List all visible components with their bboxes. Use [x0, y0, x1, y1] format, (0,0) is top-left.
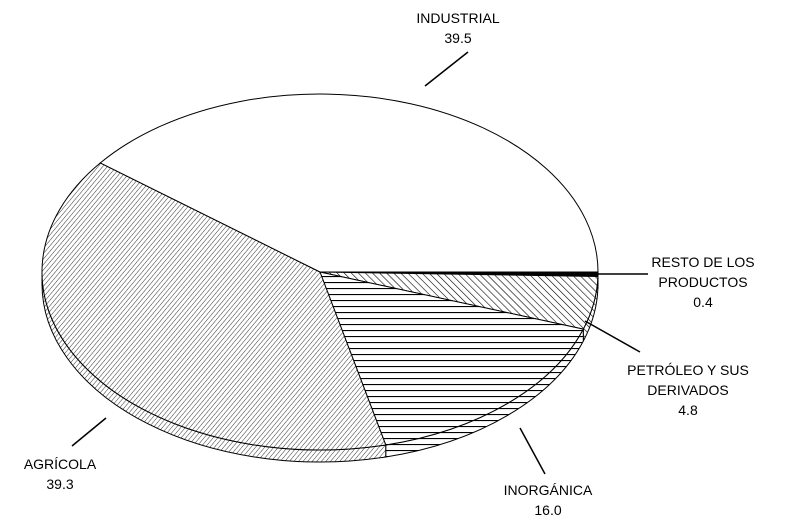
slice-label: INORGÁNICA 16.0 [488, 480, 608, 520]
leader-line [71, 417, 107, 447]
pie-slice [319, 271, 585, 446]
slice-label: RESTO DE LOS PRODUCTOS 0.4 [643, 252, 763, 312]
value-label: 4.8 [678, 402, 698, 418]
leader-line [424, 51, 469, 87]
leader-lines [71, 51, 648, 475]
leader-line [519, 427, 546, 475]
category-label: INORGÁNICA [503, 482, 593, 498]
pie-tops [41, 93, 599, 451]
category-label: INDUSTRIAL [416, 10, 500, 26]
value-label: 39.5 [444, 30, 472, 46]
category-label: PETRÓLEO Y SUS DERIVADOS [627, 362, 749, 398]
pie-slice [99, 93, 599, 273]
pie-slice [41, 162, 387, 451]
value-label: 39.3 [46, 476, 74, 492]
category-label: AGRÍCOLA [23, 456, 97, 472]
category-label: RESTO DE LOS PRODUCTOS [651, 254, 755, 290]
slice-label: INDUSTRIAL 39.5 [398, 8, 518, 48]
value-label: 16.0 [534, 502, 562, 518]
leader-line [584, 320, 641, 353]
slice-label: AGRÍCOLA 39.3 [10, 454, 110, 494]
slice-label: PETRÓLEO Y SUS DERIVADOS 4.8 [618, 360, 758, 420]
value-label: 0.4 [693, 294, 713, 310]
